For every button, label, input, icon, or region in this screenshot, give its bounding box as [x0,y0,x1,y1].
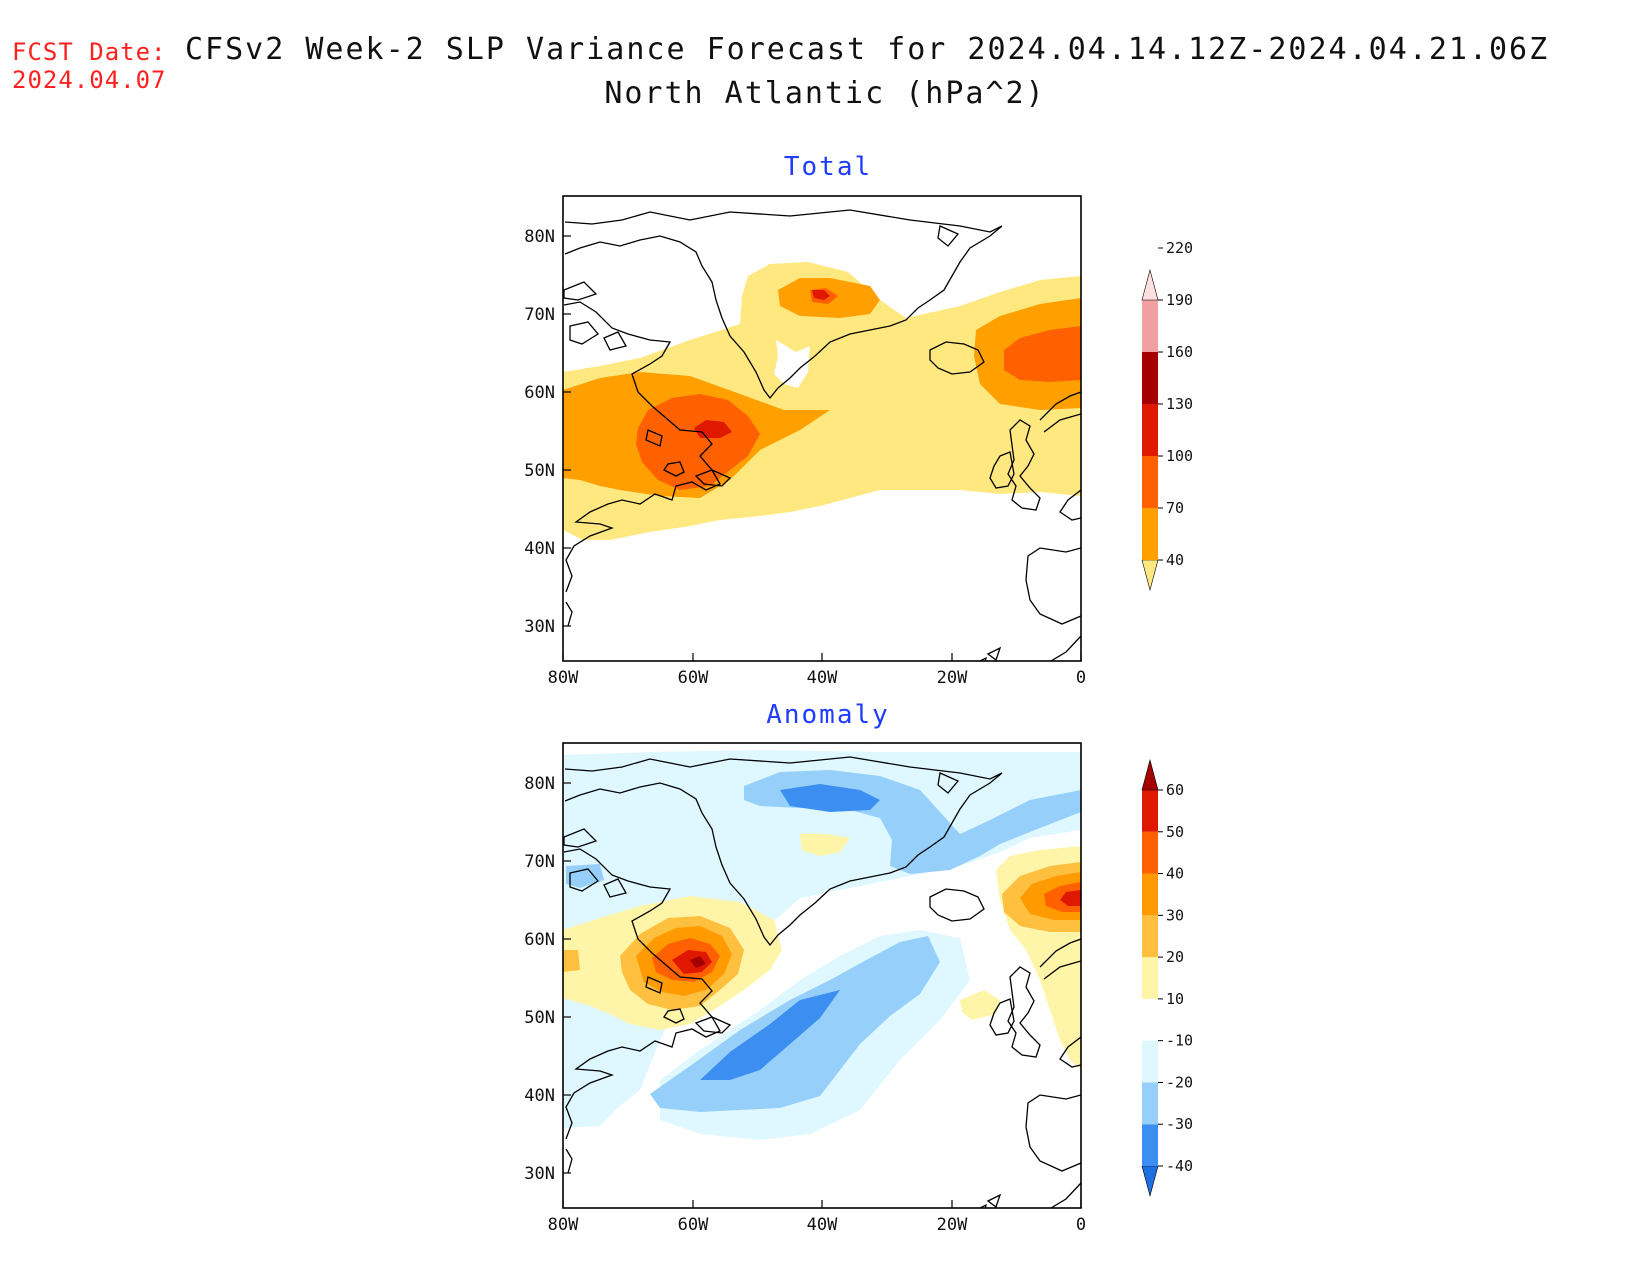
lon-tick-label: 40W [807,1215,838,1235]
colorbar-end-triangle [1141,1165,1159,1198]
colorbar-level-label: -40 [1166,1157,1193,1175]
sub-title: North Atlantic (hPa^2) [604,76,1046,111]
lon-tick-label: 80W [548,668,579,688]
lon-tick-label: 80W [548,1215,579,1235]
colorbar-swatch [1142,998,1158,1041]
colorbar-swatch [1142,300,1158,352]
colorbar-level-label: 70 [1166,499,1184,517]
colorbar-level-label: 100 [1166,447,1193,465]
colorbar-swatch [1142,873,1158,916]
colorbar-level-label: 40 [1166,551,1184,569]
lon-tick-label: 0 [1076,1215,1086,1235]
lat-tick-label: 30N [524,1164,555,1184]
colorbar-swatch [1142,508,1158,560]
lon-tick-label: 20W [937,1215,968,1235]
colorbar-swatch [1142,831,1158,874]
colorbar-end-triangle [1141,268,1159,301]
lat-tick-label: 70N [524,305,555,325]
colorbar-level-label: -30 [1166,1115,1193,1133]
forecast-date-label: FCST Date: [12,38,167,66]
colorbar-level-label: 40 [1166,865,1184,883]
colorbar-swatch [1142,915,1158,958]
panel-title-anomaly: Anomaly [766,700,890,730]
colorbar-level-label: 220 [1166,239,1193,257]
colorbar-anomaly: -40 -30 -20 -10 10 20 30 40 50 60 [1141,758,1193,1198]
colorbar-end-triangle [1141,559,1159,592]
colorbar-level-label: 10 [1166,990,1184,1008]
colorbar-level-label: 50 [1166,823,1184,841]
colorbar-level-label: 160 [1166,343,1193,361]
lon-tick-label: 0 [1076,668,1086,688]
colorbar-swatch [1142,456,1158,508]
anomaly-contours [563,750,1081,1208]
lat-tick-label: 50N [524,461,555,481]
lat-tick-label: 60N [524,930,555,950]
colorbar-end-triangle [1141,758,1159,791]
colorbar-level-label: 190 [1166,291,1193,309]
lon-tick-label: 40W [807,668,838,688]
colorbar-swatch [1142,352,1158,404]
lat-tick-label: 50N [524,1008,555,1028]
lon-tick-label: 60W [678,1215,709,1235]
colorbar-level-label: 130 [1166,395,1193,413]
colorbar-swatch [1142,404,1158,456]
lat-tick-label: 40N [524,539,555,559]
colorbar-level-label: 30 [1166,906,1184,924]
lat-tick-label: 70N [524,852,555,872]
anomaly-map [562,742,1082,1209]
lat-tick-label: 60N [524,383,555,403]
lat-tick-label: 30N [524,617,555,637]
colorbar-swatch [1142,790,1158,832]
colorbar-level-label: -10 [1166,1032,1193,1050]
axis-labels: 80N 70N 60N 50N 40N 30N 80W 60W 40W 20W 0 80N 70N 60N… [524,227,1086,1235]
colorbar-level-label: 60 [1166,781,1184,799]
total-map [562,195,1082,662]
lat-tick-label: 80N [524,774,555,794]
panel-title-total: Total [783,152,873,182]
colorbar-level-label: 20 [1166,948,1184,966]
colorbar-total: 40 70 100 130 160 190 220 [1141,239,1193,592]
colorbar-swatch [1142,1040,1158,1083]
colorbar-swatch [1142,1082,1158,1125]
forecast-date-value: 2024.04.07 [12,66,167,94]
lat-tick-label: 40N [524,1086,555,1106]
colorbar-level-label: -20 [1166,1073,1193,1091]
colorbar-swatch [1142,957,1158,999]
lon-tick-label: 20W [937,668,968,688]
main-title: CFSv2 Week-2 SLP Variance Forecast for 2… [185,32,1550,67]
total-contours [563,209,1081,661]
colorbar-swatch [1142,1124,1158,1166]
lon-tick-label: 60W [678,668,709,688]
lat-tick-label: 80N [524,227,555,247]
